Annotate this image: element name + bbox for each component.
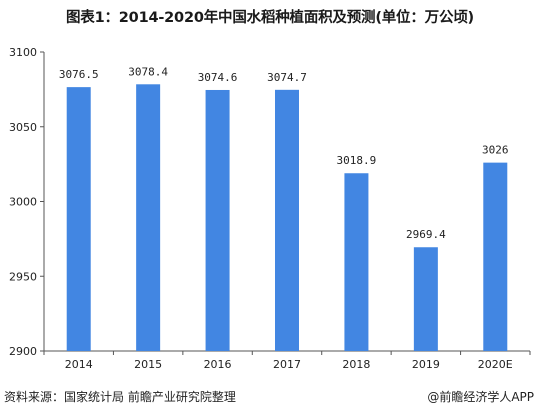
y-tick-label: 3000	[9, 196, 37, 209]
bar	[66, 87, 91, 351]
data-label: 3074.6	[198, 71, 238, 84]
y-tick-label: 2900	[9, 345, 37, 358]
data-label: 2969.4	[406, 228, 446, 241]
x-tick-label: 2017	[273, 358, 301, 371]
data-label: 3078.4	[128, 65, 168, 78]
data-label: 3018.9	[337, 154, 377, 167]
plot-area: 2900 2950 3000 3050 3100 3076.5 2014 3078.4 2015…	[9, 46, 531, 371]
data-label: 3026	[482, 144, 509, 157]
bar	[483, 162, 508, 351]
x-tick-label: 2019	[412, 358, 440, 371]
bar	[413, 247, 438, 351]
data-label: 3076.5	[59, 68, 99, 81]
bar	[205, 89, 230, 352]
bar	[344, 173, 369, 351]
y-tick-label: 3100	[9, 46, 37, 59]
x-tick-label: 2016	[204, 358, 232, 371]
source-note: 资料来源：国家统计局 前瞻产业研究院整理	[4, 390, 236, 404]
bar	[136, 84, 161, 352]
data-label: 3074.7	[267, 71, 307, 84]
x-tick-label: 2018	[342, 358, 370, 371]
x-tick-label: 2015	[134, 358, 162, 371]
y-tick-label: 3050	[9, 121, 37, 134]
y-tick-label: 2950	[9, 270, 37, 283]
chart-title: 图表1：2014-2020年中国水稻种植面积及预测(单位：万公顷)	[66, 10, 474, 26]
x-tick-label: 2014	[65, 358, 93, 371]
x-tick-label: 2020E	[478, 358, 513, 371]
bar	[275, 89, 299, 352]
brand-label: @前瞻经济学人APP	[427, 390, 534, 404]
